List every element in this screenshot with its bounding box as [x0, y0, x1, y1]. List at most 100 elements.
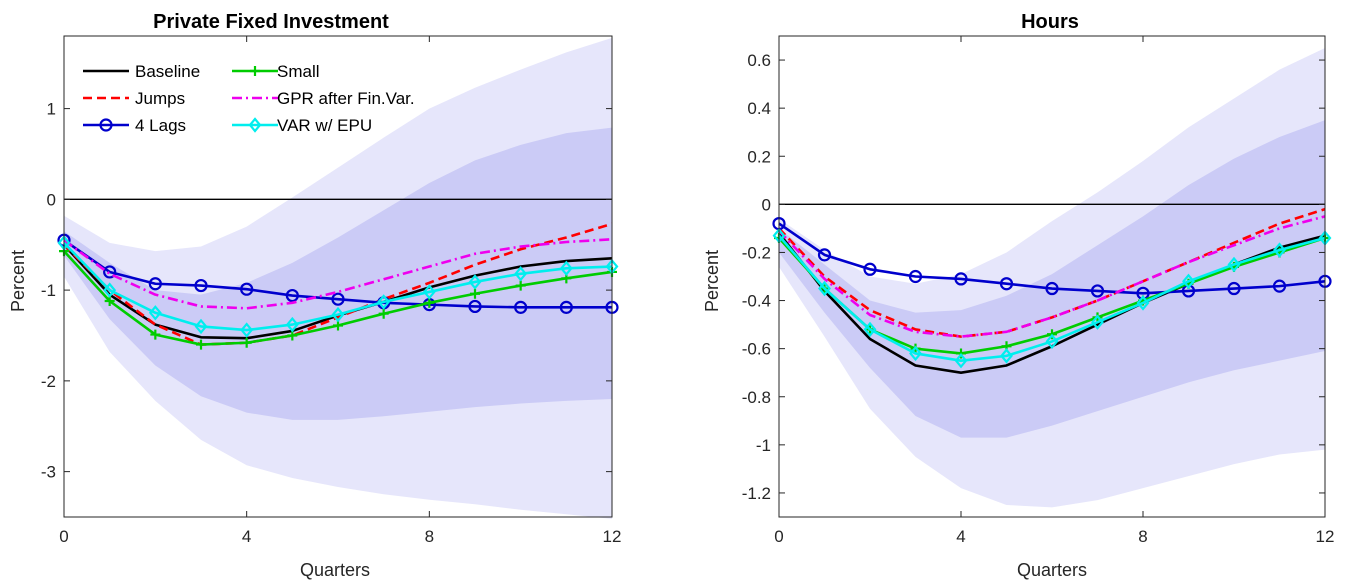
y-axis-label: Percent	[702, 250, 722, 312]
point-marker	[1227, 281, 1241, 296]
y-tick-label: -3	[41, 463, 56, 482]
point-marker	[863, 262, 877, 276]
x-ticks: 0 4 8 12	[59, 36, 621, 546]
point-marker	[954, 272, 968, 286]
point-marker	[908, 269, 923, 284]
point-marker	[248, 117, 262, 133]
legend-item: GPR after Fin.Var.	[232, 89, 415, 108]
point-marker	[103, 265, 117, 279]
point-marker	[196, 339, 206, 350]
y-tick-label: 0	[762, 195, 771, 214]
series-4-lags	[57, 233, 619, 314]
point-marker	[470, 288, 480, 299]
point-marker	[1227, 256, 1241, 273]
point-marker	[99, 118, 113, 132]
x-tick-label: 0	[774, 527, 783, 546]
y-tick-label: 0	[47, 190, 56, 209]
point-marker	[468, 274, 482, 290]
y-tick-label: 0.2	[747, 147, 771, 166]
point-marker	[103, 282, 117, 298]
series-line	[63, 242, 613, 332]
y-tick-label: -0.4	[742, 292, 771, 311]
x-tick-label: 12	[1316, 527, 1335, 546]
legend-item: Small	[232, 62, 320, 81]
point-marker	[285, 288, 299, 303]
panel-investment: 0 4 8 12 -3-2-101 Private Fixed Investment …	[8, 11, 621, 580]
point-marker	[999, 277, 1014, 291]
legend-label: Jumps	[135, 89, 185, 108]
axes-box	[778, 35, 1326, 518]
confidence-bands	[779, 48, 1325, 508]
series-line	[778, 207, 1326, 338]
x-tick-label: 4	[956, 527, 965, 546]
point-marker	[194, 278, 208, 293]
y-axis-label: Percent	[8, 250, 28, 312]
point-marker	[250, 66, 260, 76]
series-jumps	[778, 207, 1326, 338]
point-marker	[285, 316, 299, 333]
series-line	[63, 237, 613, 310]
x-axis-label: Quarters	[1017, 560, 1087, 580]
y-tick-label: -1	[756, 436, 771, 455]
x-ticks: 0 4 8 12	[774, 36, 1334, 546]
point-marker	[559, 300, 573, 314]
point-marker	[241, 337, 252, 348]
legend-label: VAR w/ EPU	[277, 116, 372, 135]
legend-label: 4 Lags	[135, 116, 186, 135]
x-tick-label: 0	[59, 527, 68, 546]
y-tick-label: 1	[47, 100, 56, 119]
y-tick-label: 0.4	[747, 99, 771, 118]
point-marker	[148, 277, 162, 291]
legend-label: GPR after Fin.Var.	[277, 89, 415, 108]
y-tick-label: -0.6	[742, 340, 771, 359]
point-marker	[863, 321, 877, 338]
legend-item: 4 Lags	[83, 116, 186, 135]
point-marker	[377, 294, 391, 310]
legend-item: VAR w/ EPU	[232, 116, 372, 135]
point-marker	[1045, 333, 1059, 350]
point-marker	[1136, 295, 1150, 311]
x-tick-label: 4	[242, 527, 251, 546]
legend: Baseline Small Jumps GPR after Fin.Var. 4 La…	[83, 62, 415, 135]
point-marker	[954, 352, 968, 369]
series-line	[63, 239, 612, 309]
legend-item: Baseline	[83, 62, 200, 81]
x-tick-label: 8	[425, 527, 434, 546]
plot-frame	[778, 35, 1326, 518]
series-4-lags	[772, 216, 1332, 300]
y-tick-label: -0.2	[742, 243, 771, 262]
point-marker	[1090, 284, 1105, 298]
legend-label: Small	[277, 62, 320, 81]
point-marker	[378, 308, 389, 319]
point-marker	[817, 248, 832, 262]
point-marker	[331, 292, 345, 306]
series-line	[778, 234, 1326, 362]
point-marker	[1182, 273, 1195, 290]
plot-frame	[63, 35, 613, 518]
point-marker	[1272, 279, 1287, 293]
y-tick-label: -2	[41, 372, 56, 391]
point-marker	[514, 266, 528, 282]
panel-hours: 0 4 8 12 -1.2 -1 -0.8 -0.6 -0.4 -0.2 0 0.2 0.4 0.6 H…	[702, 11, 1334, 580]
point-marker	[148, 305, 162, 321]
series-var-w-epu	[772, 227, 1332, 369]
legend-item: Jumps	[83, 89, 185, 108]
y-tick-label: -1.2	[742, 484, 771, 503]
series-lines	[772, 207, 1332, 374]
point-marker	[331, 306, 345, 323]
point-marker	[818, 280, 831, 297]
point-marker	[1045, 281, 1059, 296]
point-marker	[422, 284, 436, 300]
point-marker	[150, 329, 161, 340]
y-tick-label: -1	[41, 281, 56, 300]
y-ticks: -1.2 -1 -0.8 -0.6 -0.4 -0.2 0 0.2 0.4 0.6	[742, 51, 1325, 503]
series-lines	[57, 222, 619, 350]
point-marker	[559, 260, 573, 277]
y-ticks: -3 -2 -1 0 1	[41, 100, 612, 482]
point-marker	[514, 300, 528, 314]
point-marker	[240, 322, 254, 338]
point-marker	[1000, 348, 1013, 364]
axes-box	[63, 35, 613, 518]
point-marker	[515, 280, 526, 291]
